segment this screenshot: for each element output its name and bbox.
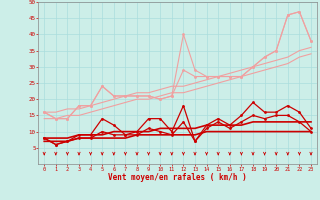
X-axis label: Vent moyen/en rafales ( km/h ): Vent moyen/en rafales ( km/h ) <box>108 173 247 182</box>
